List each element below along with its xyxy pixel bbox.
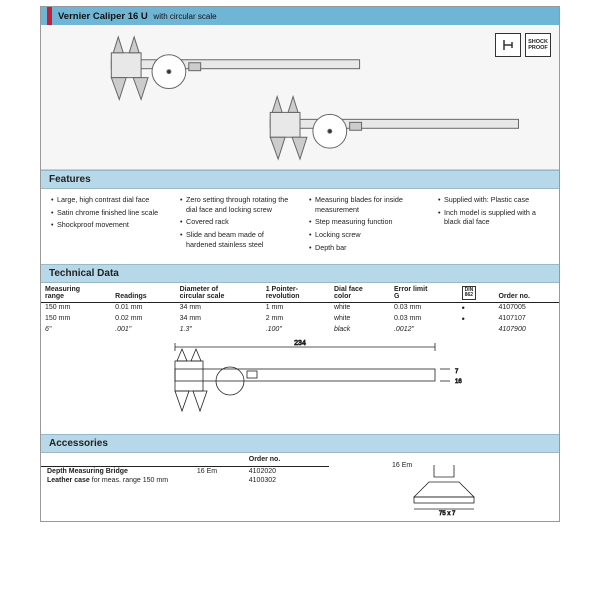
caliper-badge-icon (495, 33, 521, 57)
table-row: Leather case for meas. range 150 mm 4100… (41, 476, 329, 485)
catalog-page: Vernier Caliper 16 U with circular scale (40, 6, 560, 522)
hero-image-area: SHOCK PROOF (41, 25, 559, 170)
badge-line2: PROOF (528, 45, 548, 51)
technical-header: Technical Data (41, 264, 559, 283)
dimension-diagram: 234 7 16 (41, 334, 559, 434)
svg-text:16 Em: 16 Em (392, 462, 412, 469)
acc-th-blank2 (191, 453, 243, 467)
accessory-diagram: 16 Em 75 x 7 (329, 453, 559, 521)
acc-order: 4102020 (243, 466, 330, 476)
feature-item: Large, high contrast dial face (51, 195, 162, 205)
accessories-row: Order no. Depth Measuring Bridge 16 Em 4… (41, 453, 559, 521)
accessories-table: Order no. Depth Measuring Bridge 16 Em 4… (41, 453, 329, 485)
acc-name: Leather case (47, 477, 90, 484)
svg-text:7: 7 (455, 369, 459, 375)
technical-table: Measuringrange Readings Diameter ofcircu… (41, 283, 559, 334)
svg-text:75 x 7: 75 x 7 (439, 511, 456, 517)
table-row: 6" .001" 1.3" .100" black .0012" 4107900 (41, 325, 559, 334)
accessories-header: Accessories (41, 434, 559, 453)
th-diameter: Diameter ofcircular scale (176, 283, 262, 303)
acc-name: Depth Measuring Bridge (47, 468, 128, 475)
feature-item: Shockproof movement (51, 220, 162, 230)
feature-item: Zero setting through rotating the dial f… (180, 195, 291, 214)
title-main: Vernier Caliper 16 U (58, 11, 148, 22)
acc-order: 4100302 (243, 476, 330, 485)
feature-item: Covered rack (180, 217, 291, 227)
table-row: 150 mm 0.02 mm 34 mm 2 mm white 0.03 mm … (41, 314, 559, 325)
feature-item: Inch model is supplied with a black dial… (438, 208, 549, 227)
th-din: DIN862 (458, 283, 495, 303)
title-sub: with circular scale (153, 12, 216, 21)
feature-item: Satin chrome finished line scale (51, 208, 162, 218)
th-error: Error limitG (390, 283, 458, 303)
caliper-line-drawing: 234 7 16 (135, 339, 465, 429)
features-col-2: Zero setting through rotating the dial f… (180, 195, 291, 256)
feature-item: Step measuring function (309, 217, 420, 227)
table-row: Depth Measuring Bridge 16 Em 4102020 (41, 466, 329, 476)
feature-item: Locking screw (309, 230, 420, 240)
page-title: Vernier Caliper 16 U with circular scale (58, 11, 217, 22)
acc-spec: 16 Em (191, 466, 243, 476)
acc-th-blank (41, 453, 191, 467)
th-order: Order no. (494, 283, 559, 303)
features-col-4: Supplied with: Plastic case Inch model i… (438, 195, 549, 256)
feature-item: Measuring blades for inside measurement (309, 195, 420, 214)
th-range: Measuringrange (41, 283, 111, 303)
title-bar: Vernier Caliper 16 U with circular scale (41, 7, 559, 25)
badge-container: SHOCK PROOF (495, 33, 551, 57)
features-header: Features (41, 170, 559, 189)
tech-tbody: 150 mm 0.01 mm 34 mm 1 mm white 0.03 mm … (41, 302, 559, 334)
th-readings: Readings (111, 283, 175, 303)
feature-item: Supplied with: Plastic case (438, 195, 549, 205)
features-col-3: Measuring blades for inside measurement … (309, 195, 420, 256)
th-color: Dial facecolor (330, 283, 390, 303)
product-illustration (41, 25, 559, 169)
feature-item: Depth bar (309, 243, 420, 253)
features-col-1: Large, high contrast dial face Satin chr… (51, 195, 162, 256)
shockproof-badge: SHOCK PROOF (525, 33, 551, 57)
acc-suffix: for meas. range 150 mm (92, 477, 168, 484)
svg-text:16: 16 (455, 379, 462, 385)
acc-spec (191, 476, 243, 485)
svg-text:234: 234 (294, 340, 306, 347)
feature-item: Slide and beam made of hardened stainles… (180, 230, 291, 249)
th-rev: 1 Pointer-revolution (262, 283, 330, 303)
acc-th-order: Order no. (243, 453, 330, 467)
table-row: 150 mm 0.01 mm 34 mm 1 mm white 0.03 mm … (41, 302, 559, 314)
accent-bar (47, 7, 52, 25)
features-grid: Large, high contrast dial face Satin chr… (41, 189, 559, 264)
